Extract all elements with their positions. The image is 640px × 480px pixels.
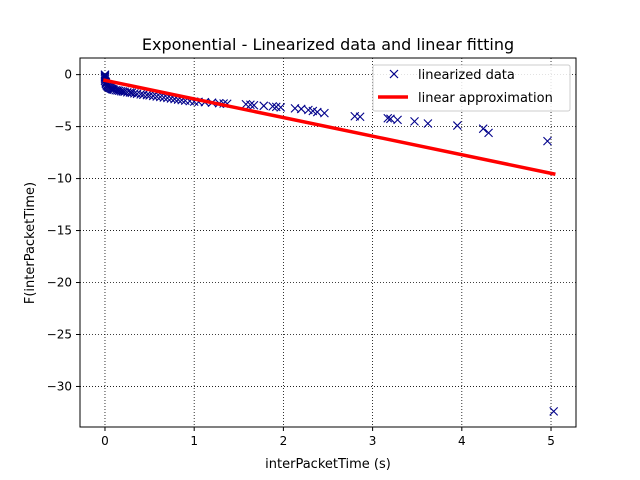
data-point-marker — [549, 407, 559, 416]
data-point-marker — [111, 85, 121, 95]
y-tick-label: −30 — [47, 379, 72, 393]
y-axis: 0 −5 −10 −15 −20 −25 −30 — [47, 68, 80, 393]
data-point-marker — [268, 101, 278, 111]
plot-area — [80, 58, 576, 427]
legend-marker-linearized — [389, 69, 399, 79]
data-point-marker — [114, 86, 124, 96]
data-point-marker — [155, 92, 165, 102]
chart-title: Exponential - Linearized data and linear… — [142, 35, 514, 54]
data-point-marker — [383, 113, 393, 123]
data-marks — [100, 70, 559, 416]
data-point-marker — [296, 104, 306, 114]
plot-frame — [79, 57, 577, 428]
y-axis-label: F(interPacketTime) — [23, 182, 38, 304]
x-axis-label: interPacketTime (s) — [265, 457, 391, 472]
legend: linearized data linear approximation — [372, 64, 571, 112]
data-point-marker — [113, 86, 122, 95]
x-tick-label: 5 — [547, 434, 555, 448]
data-point-marker — [127, 88, 137, 98]
data-point-marker — [543, 136, 552, 146]
data-point-marker — [245, 100, 255, 110]
x-axis: 0 1 2 3 4 5 — [101, 427, 555, 448]
data-point-marker — [423, 119, 433, 128]
y-tick-label: −5 — [54, 120, 72, 134]
data-point-marker — [152, 92, 162, 101]
y-tick-label: 0 — [64, 68, 72, 82]
legend-box — [372, 64, 571, 112]
y-tick-label: −10 — [47, 172, 72, 186]
x-tick-label: 1 — [190, 434, 198, 448]
data-point-marker — [320, 108, 329, 118]
data-point-marker — [478, 124, 488, 134]
data-point-marker — [259, 101, 269, 111]
x-tick-label: 0 — [101, 434, 109, 448]
y-tick-label: −20 — [47, 276, 72, 290]
data-point-marker — [452, 121, 462, 130]
x-tick-label: 4 — [458, 434, 466, 448]
data-point-marker — [249, 100, 259, 110]
x-tick-label: 2 — [280, 434, 288, 448]
y-tick-label: −25 — [47, 327, 72, 341]
data-point-marker — [393, 115, 402, 125]
legend-label-linear: linear approximation — [418, 91, 553, 106]
data-point-marker — [109, 85, 119, 95]
data-point-marker — [410, 117, 419, 126]
data-point-marker — [386, 114, 395, 124]
data-point-marker — [148, 91, 158, 101]
legend-label-linearized: linearized data — [418, 68, 515, 83]
data-point-marker — [145, 91, 154, 100]
y-tick-label: −15 — [47, 224, 72, 238]
linear-approximation-line — [102, 78, 556, 176]
data-point-marker — [355, 112, 365, 122]
data-point-marker — [312, 107, 322, 117]
data-point-marker — [484, 128, 493, 138]
data-point-marker — [276, 102, 286, 112]
x-tick-label: 3 — [369, 434, 377, 448]
